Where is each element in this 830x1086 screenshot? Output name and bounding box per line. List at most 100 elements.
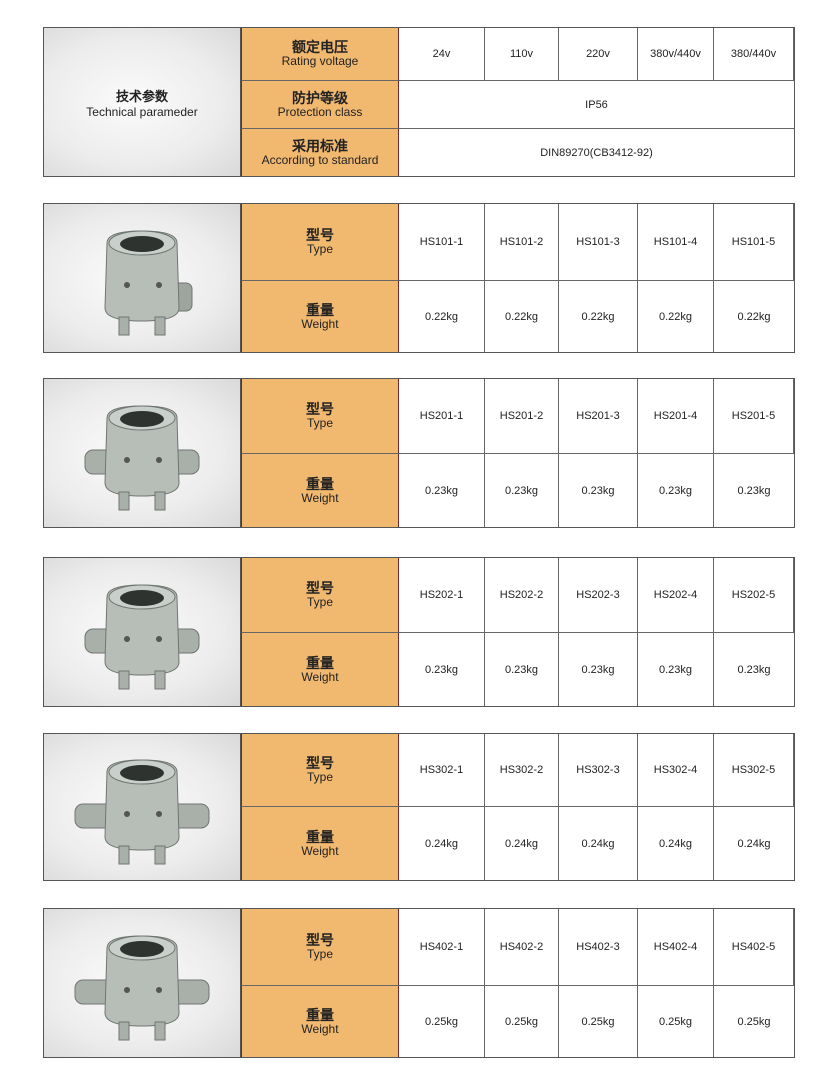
label-en: Weight	[301, 1021, 339, 1036]
weight-value: 0.25kg	[737, 1015, 771, 1028]
standard-value: DIN89270(CB3412-92)	[540, 146, 653, 159]
label-en: Type	[306, 595, 333, 610]
type-value: HS302-2	[485, 734, 559, 807]
product-photo	[84, 405, 200, 511]
type-value: HS202-4	[638, 558, 714, 633]
product-table: 型号 Type HS302-1 HS302-2 HS302-3 HS302-4 HS302…	[43, 733, 795, 881]
technical-parameters-heading: 技术参数 Technical parameder	[44, 28, 241, 176]
type-value: HS201-2	[485, 379, 559, 454]
weight-value: 0.23kg	[559, 633, 638, 706]
type-label: 型号 Type	[241, 204, 399, 281]
weight-label: 重量 Weight	[241, 986, 399, 1057]
product-image	[44, 734, 241, 880]
label-zh: 型号	[306, 227, 334, 244]
rating-voltage-label: 额定电压 Rating voltage	[241, 28, 399, 81]
weight-value: 0.23kg	[485, 633, 559, 706]
type-value: HS402-2	[485, 909, 559, 986]
type-value: HS101-4	[638, 204, 714, 281]
weight-value: 0.23kg	[737, 663, 771, 676]
product-image	[44, 204, 241, 352]
type-label: 型号 Type	[241, 734, 399, 807]
weight-value: 0.24kg	[485, 807, 559, 880]
weight-value: 0.23kg	[638, 633, 714, 706]
label-en: Weight	[301, 843, 339, 858]
label-zh: 采用标准	[292, 137, 348, 154]
voltage-value: 220v	[559, 28, 638, 81]
label-zh: 额定电压	[292, 39, 348, 56]
standard-label: 采用标准 According to standard	[241, 129, 399, 176]
weight-label: 重量 Weight	[241, 633, 399, 706]
type-value: HS302-4	[638, 734, 714, 807]
type-value: HS202-2	[485, 558, 559, 633]
weight-value: 0.22kg	[399, 281, 485, 352]
weight-label: 重量 Weight	[241, 807, 399, 880]
type-value: HS202-3	[559, 558, 638, 633]
type-value: HS302-5	[714, 734, 794, 807]
product-table: 型号 Type HS201-1 HS201-2 HS201-3 HS201-4 HS201…	[43, 378, 795, 528]
weight-value: 0.23kg	[638, 454, 714, 527]
weight-value: 0.25kg	[638, 986, 714, 1057]
product-photo	[74, 935, 210, 1041]
protection-class-value: IP56	[399, 81, 794, 129]
type-label: 型号 Type	[241, 379, 399, 454]
label-en: Weight	[301, 490, 339, 505]
weight-value: 0.24kg	[638, 807, 714, 880]
label-zh: 型号	[306, 401, 334, 418]
type-value: HS402-3	[559, 909, 638, 986]
weight-value: 0.22kg	[559, 281, 638, 352]
product-table: 型号 Type HS202-1 HS202-2 HS202-3 HS202-4 HS202…	[43, 557, 795, 707]
type-value: HS202-5	[714, 558, 794, 633]
voltage-value: 110v	[485, 28, 559, 81]
type-value: HS201-4	[638, 379, 714, 454]
weight-value: 0.22kg	[638, 281, 714, 352]
label-zh: 重量	[306, 475, 334, 492]
label-zh: 型号	[306, 580, 334, 597]
product-photo	[74, 759, 210, 865]
product-photo	[104, 230, 193, 336]
type-value: HS302-1	[399, 734, 485, 807]
weight-value: 0.25kg	[559, 986, 638, 1057]
voltage-value: 24v	[399, 28, 485, 81]
label-zh: 重量	[306, 654, 334, 671]
type-value: HS101-2	[485, 204, 559, 281]
weight-value: 0.24kg	[737, 837, 771, 850]
label-zh: 重量	[306, 301, 334, 318]
label-zh: 型号	[306, 932, 334, 949]
type-value: HS101-5	[714, 204, 794, 281]
type-label: 型号 Type	[241, 558, 399, 633]
type-value: HS201-3	[559, 379, 638, 454]
weight-value: 0.23kg	[399, 454, 485, 527]
label-zh: 防护等级	[292, 89, 348, 106]
label-en: Type	[306, 416, 333, 431]
weight-value: 0.22kg	[737, 310, 771, 323]
type-value: HS402-5	[714, 909, 794, 986]
product-image	[44, 379, 241, 527]
type-value: HS201-1	[399, 379, 485, 454]
product-photo	[84, 584, 200, 690]
weight-value: 0.24kg	[399, 807, 485, 880]
product-image	[44, 558, 241, 706]
protection-class-label: 防护等级 Protection class	[241, 81, 399, 129]
technical-parameters-table: 技术参数 Technical parameder 额定电压 Rating vol…	[43, 27, 795, 177]
label-en: Type	[306, 242, 333, 257]
label-en: Type	[306, 947, 333, 962]
type-value: HS402-4	[638, 909, 714, 986]
type-value: HS302-3	[559, 734, 638, 807]
product-table: 型号 Type HS402-1 HS402-2 HS402-3 HS402-4 HS402…	[43, 908, 795, 1058]
label-en: Rating voltage	[281, 54, 359, 69]
weight-value: 0.24kg	[559, 807, 638, 880]
type-value: HS101-3	[559, 204, 638, 281]
label-en: Protection class	[277, 104, 363, 119]
technical-title-en: Technical parameder	[86, 104, 198, 119]
weight-value: 0.23kg	[737, 484, 771, 497]
label-en: Weight	[301, 316, 339, 331]
type-value: HS101-1	[399, 204, 485, 281]
technical-title-zh: 技术参数	[115, 88, 168, 104]
product-image	[44, 909, 241, 1057]
label-zh: 型号	[306, 755, 334, 772]
weight-value: 0.22kg	[485, 281, 559, 352]
product-table: 型号 Type HS101-1 HS101-2 HS101-3 HS101-4 HS101…	[43, 203, 795, 353]
weight-label: 重量 Weight	[241, 281, 399, 352]
type-value: HS201-5	[714, 379, 794, 454]
voltage-value: 380v/440v	[638, 28, 714, 81]
